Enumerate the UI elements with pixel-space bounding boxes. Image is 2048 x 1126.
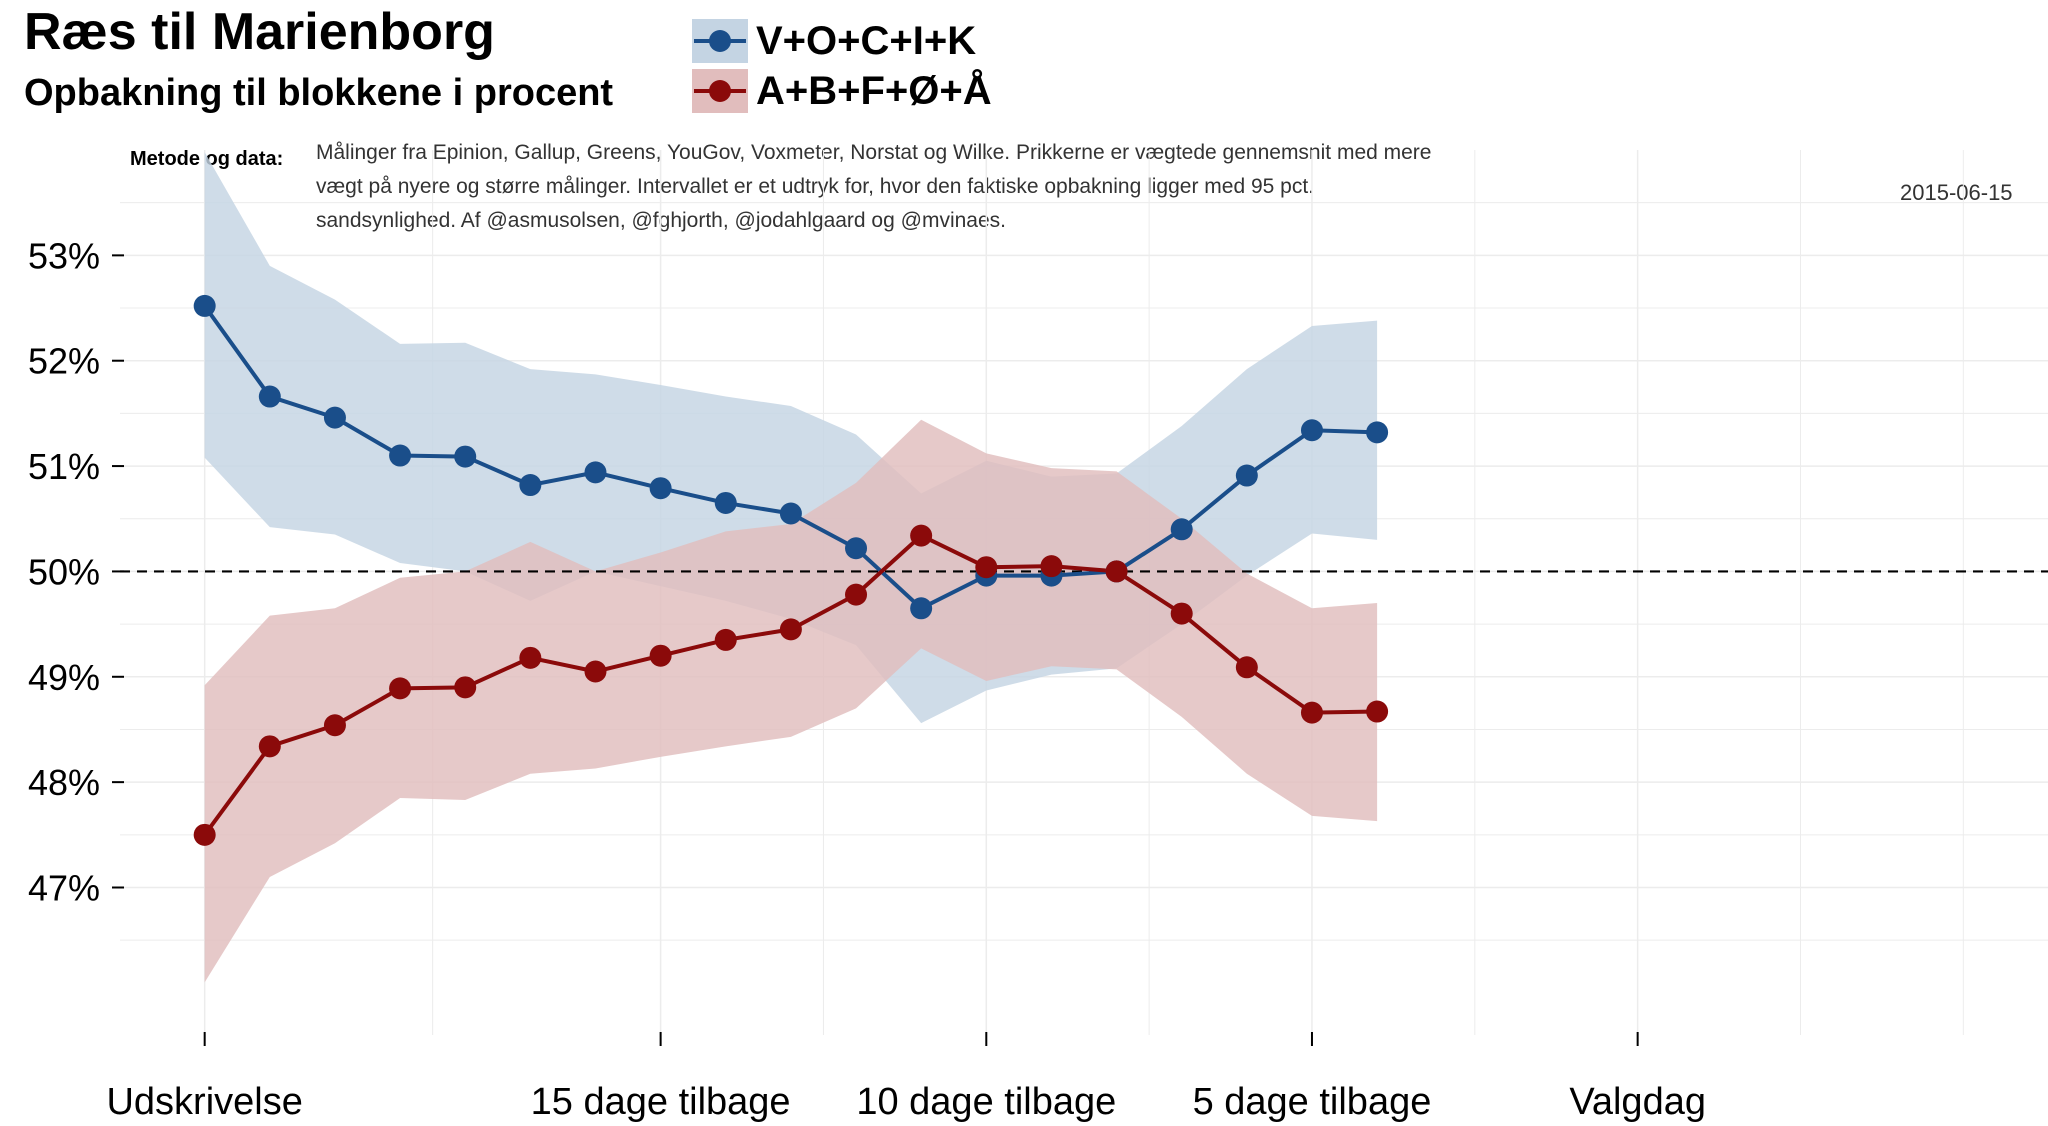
- data-point-blue: [910, 597, 933, 620]
- axes: 47% 48% 49% 50% 51% 52% 53% Udskrivelse 15 dage …: [28, 235, 1706, 1123]
- data-point-red: [975, 556, 998, 579]
- y-tick-label: 49%: [28, 657, 100, 698]
- data-point-red: [323, 714, 346, 737]
- data-point-red: [649, 644, 672, 667]
- data-point-red: [1366, 700, 1389, 723]
- y-tick-label: 53%: [28, 235, 100, 276]
- data-point-red: [389, 677, 412, 700]
- data-point-blue: [845, 537, 868, 560]
- legend-label-red: A+B+F+Ø+Å: [756, 68, 992, 113]
- y-tick-label: 52%: [28, 341, 100, 382]
- data-point-blue: [714, 491, 737, 514]
- data-point-blue: [1170, 518, 1193, 541]
- data-point-blue: [454, 445, 477, 468]
- legend-label-blue: V+O+C+I+K: [756, 18, 977, 63]
- legend-item-blue: V+O+C+I+K: [692, 18, 976, 64]
- x-tick-label: 5 dage tilbage: [1193, 1081, 1432, 1123]
- data-point-red: [258, 735, 281, 758]
- y-tick-label: 48%: [28, 762, 100, 803]
- x-tick-label: Udskrivelse: [106, 1081, 302, 1123]
- data-point-red: [454, 676, 477, 699]
- legend-item-red: A+B+F+Ø+Å: [692, 68, 992, 114]
- chart-title: Ræs til Marienborg: [24, 3, 495, 61]
- data-point-red: [519, 646, 542, 669]
- data-point-red: [1105, 560, 1128, 583]
- data-point-blue: [1235, 464, 1258, 487]
- y-tick-label: 51%: [28, 446, 100, 487]
- data-point-blue: [519, 474, 542, 497]
- y-tick-label: 50%: [28, 551, 100, 592]
- data-point-red: [1040, 555, 1063, 578]
- y-tick-label: 47%: [28, 868, 100, 909]
- chart-subtitle: Opbakning til blokkene i procent: [24, 72, 614, 114]
- data-point-red: [193, 823, 216, 846]
- confidence-band-red: [204, 419, 1378, 983]
- x-tick-label: Valgdag: [1569, 1081, 1706, 1123]
- data-point-red: [910, 524, 933, 547]
- data-point-blue: [584, 461, 607, 484]
- data-point-red: [779, 618, 802, 641]
- data-point-red: [1235, 656, 1258, 679]
- data-point-blue: [389, 444, 412, 467]
- data-point-blue: [1366, 421, 1389, 444]
- method-note-line: vægt på nyere og større målinger. Interv…: [316, 175, 1315, 198]
- series-points: [193, 294, 1389, 846]
- date-stamp: 2015-06-15: [1900, 180, 2013, 205]
- method-note-line: Målinger fra Epinion, Gallup, Greens, Yo…: [316, 141, 1432, 164]
- data-point-red: [1300, 701, 1323, 724]
- data-point-red: [845, 583, 868, 606]
- data-point-blue: [193, 294, 216, 317]
- legend-key-red: [692, 69, 748, 113]
- confidence-bands: [204, 152, 1378, 983]
- x-tick-label: 10 dage tilbage: [856, 1081, 1116, 1123]
- data-point-red: [714, 628, 737, 651]
- data-point-blue: [779, 502, 802, 525]
- x-tick-label: 15 dage tilbage: [531, 1081, 791, 1123]
- data-point-blue: [258, 385, 281, 408]
- data-point-blue: [323, 406, 346, 429]
- data-point-red: [584, 660, 607, 683]
- legend-key-blue: [692, 19, 748, 63]
- data-point-blue: [1300, 419, 1323, 442]
- data-point-blue: [649, 477, 672, 500]
- data-point-red: [1170, 602, 1193, 625]
